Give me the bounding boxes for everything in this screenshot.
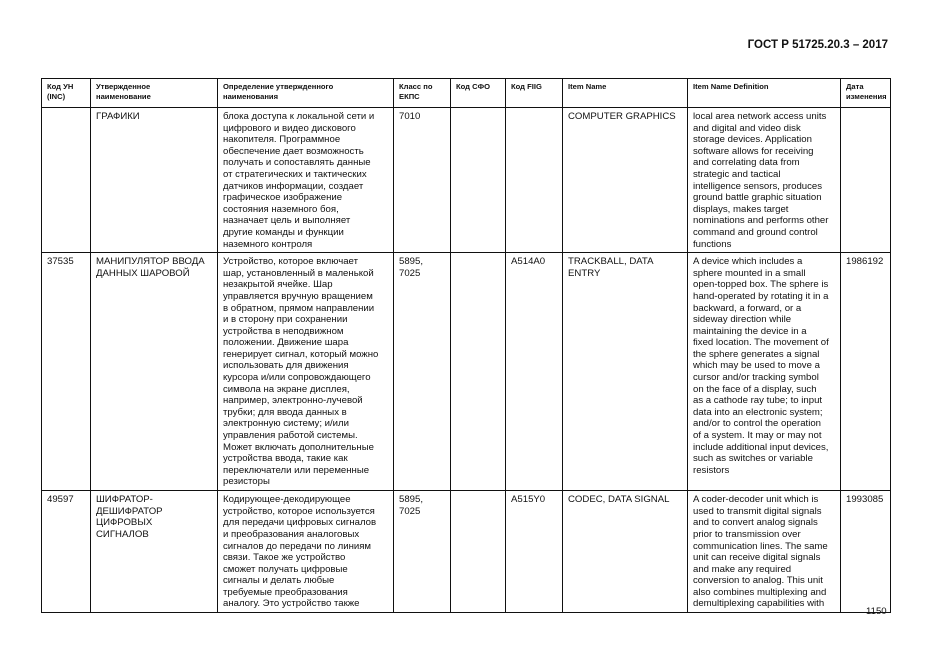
cell-item-def: local area network access units and digi…	[687, 106, 841, 254]
cell-item-name: COMPUTER GRAPHICS	[562, 106, 688, 254]
cell-inc: 49597	[41, 490, 91, 614]
cell-date	[840, 106, 891, 254]
cell-fiig: A514A0	[505, 252, 563, 492]
cell-item-name: CODEC, DATA SIGNAL	[562, 490, 688, 614]
catalog-table: Код УН (INC) Утвержденное наименование О…	[41, 78, 891, 614]
table-row: 37535 МАНИПУЛЯТОР ВВОДА ДАННЫХ ШАРОВОЙ У…	[41, 252, 891, 492]
cell-class: 5895, 7025	[393, 490, 451, 614]
table-row: 49597 ШИФРАТОР- ДЕШИФРАТОР ЦИФРОВЫХ СИГН…	[41, 490, 891, 614]
cell-class: 7010	[393, 106, 451, 254]
cell-name: МАНИПУЛЯТОР ВВОДА ДАННЫХ ШАРОВОЙ	[90, 252, 218, 492]
cell-fiig	[505, 106, 563, 254]
col-name: Утвержденное наименование	[90, 78, 218, 108]
cell-definition: Кодирующее-декодирующее устройство, кото…	[217, 490, 394, 614]
cell-inc: 37535	[41, 252, 91, 492]
col-inc: Код УН (INC)	[41, 78, 91, 108]
col-date: Дата изменения	[840, 78, 891, 108]
cell-definition: блока доступа к локальной сети и цифрово…	[217, 106, 394, 254]
document-title: ГОСТ Р 51725.20.3 – 2017	[747, 39, 888, 51]
page-number: 1150	[866, 606, 887, 617]
cell-sfo	[450, 106, 506, 254]
cell-item-def: A coder-decoder unit which is used to tr…	[687, 490, 841, 614]
col-fiig: Код FIIG	[505, 78, 563, 108]
col-class: Класс по ЕКПС	[393, 78, 451, 108]
cell-date: 1986192	[840, 252, 891, 492]
cell-sfo	[450, 490, 506, 614]
col-item-def: Item Name Definition	[687, 78, 841, 108]
cell-fiig: A515Y0	[505, 490, 563, 614]
col-sfo: Код СФО	[450, 78, 506, 108]
cell-inc	[41, 106, 91, 254]
cell-date: 1993085	[840, 490, 891, 614]
cell-class: 5895, 7025	[393, 252, 451, 492]
cell-name: ГРАФИКИ	[90, 106, 218, 254]
cell-sfo	[450, 252, 506, 492]
table-row: ГРАФИКИ блока доступа к локальной сети и…	[41, 106, 891, 254]
cell-item-def: A device which includes a sphere mounted…	[687, 252, 841, 492]
cell-item-name: TRACKBALL, DATA ENTRY	[562, 252, 688, 492]
cell-name: ШИФРАТОР- ДЕШИФРАТОР ЦИФРОВЫХ СИГНАЛОВ	[90, 490, 218, 614]
col-definition: Определение утвержденного наименования	[217, 78, 394, 108]
header-row: Код УН (INC) Утвержденное наименование О…	[41, 78, 891, 108]
cell-definition: Устройство, которое включает шар, устано…	[217, 252, 394, 492]
col-item-name: Item Name	[562, 78, 688, 108]
